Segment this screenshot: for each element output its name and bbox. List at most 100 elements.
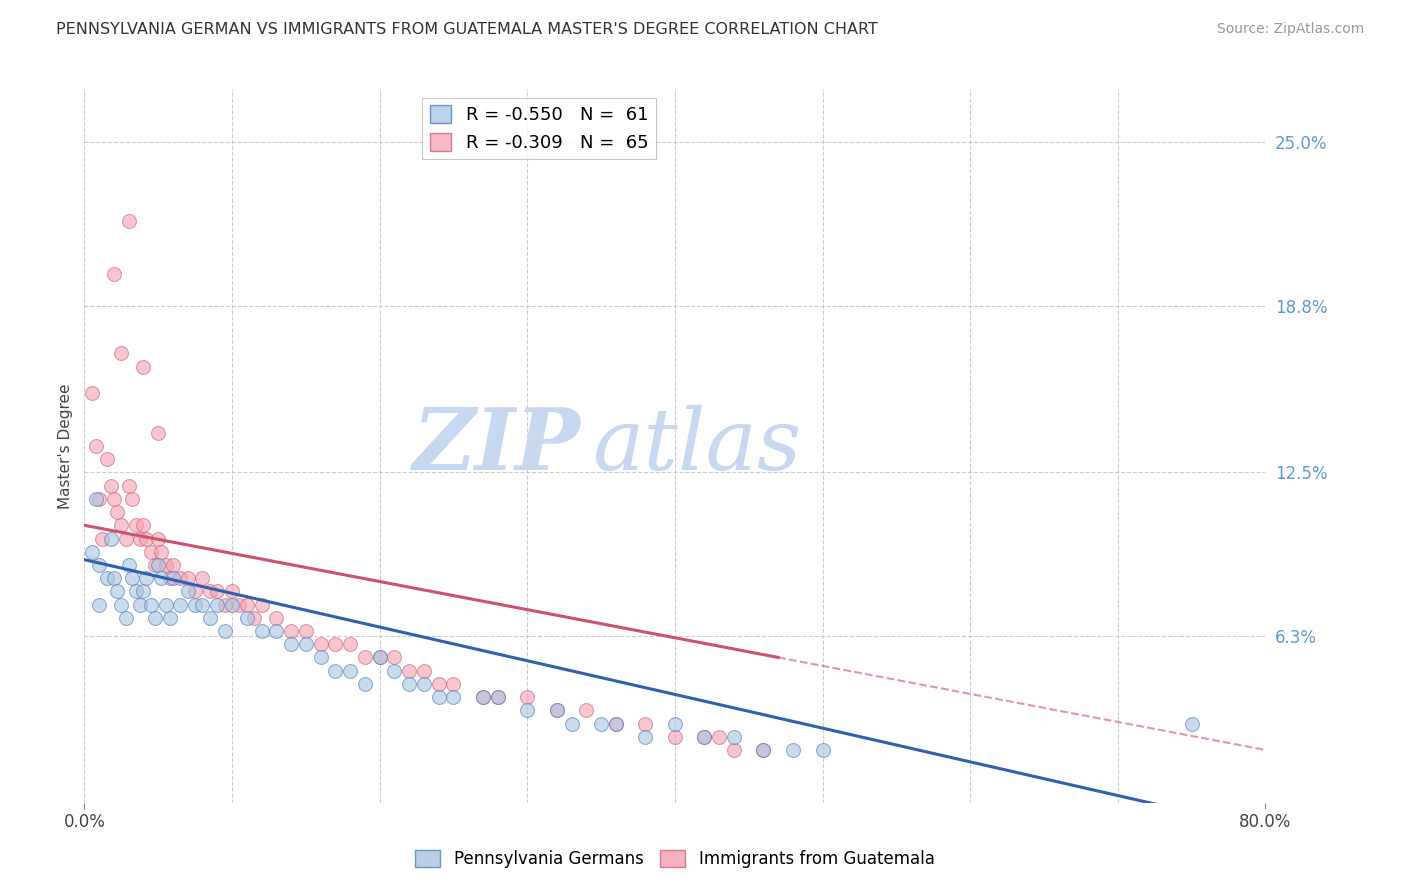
Point (155, 558, 177, 572)
Y-axis label: Master's Degree: Master's Degree (58, 384, 73, 508)
Text: Source: ZipAtlas.com: Source: ZipAtlas.com (1216, 22, 1364, 37)
Point (398, 664, 420, 678)
Point (214, 624, 236, 638)
Point (228, 598, 250, 612)
Point (634, 730, 657, 744)
Point (605, 716, 627, 731)
Point (368, 650, 391, 665)
Point (159, 611, 181, 625)
Point (398, 677, 420, 691)
Point (709, 730, 731, 744)
Point (169, 598, 191, 612)
Point (664, 730, 686, 744)
Point (693, 730, 716, 744)
Point (560, 716, 583, 731)
Text: PENNSYLVANIA GERMAN VS IMMIGRANTS FROM GUATEMALA MASTER'S DEGREE CORRELATION CHA: PENNSYLVANIA GERMAN VS IMMIGRANTS FROM G… (56, 22, 879, 37)
Point (309, 637, 332, 651)
Point (309, 650, 332, 665)
Point (236, 598, 259, 612)
Point (89, 558, 111, 572)
Point (221, 598, 243, 612)
Point (148, 558, 170, 572)
Point (205, 598, 228, 612)
Point (323, 664, 347, 678)
Point (80, 386, 103, 401)
Point (91, 532, 114, 546)
Point (129, 532, 152, 546)
Text: atlas: atlas (592, 405, 801, 487)
Point (250, 598, 273, 612)
Point (191, 571, 214, 585)
Point (184, 584, 207, 599)
Point (236, 611, 259, 625)
Point (441, 677, 464, 691)
Point (110, 346, 132, 360)
Point (121, 491, 143, 506)
Point (723, 743, 745, 757)
Point (264, 611, 288, 625)
Point (132, 518, 155, 533)
Point (693, 730, 716, 744)
Point (96, 452, 118, 467)
Point (118, 478, 141, 492)
Point (100, 478, 122, 492)
Point (413, 664, 436, 678)
Point (486, 690, 509, 704)
Point (280, 637, 302, 651)
Point (575, 703, 598, 717)
Point (354, 677, 377, 691)
Point (110, 598, 132, 612)
Point (118, 558, 141, 572)
Point (782, 743, 804, 757)
Point (546, 703, 568, 717)
Point (169, 571, 191, 585)
Point (811, 743, 834, 757)
Point (214, 598, 236, 612)
Point (427, 677, 450, 691)
Point (323, 637, 347, 651)
Point (114, 611, 136, 625)
Point (427, 690, 450, 704)
Point (243, 611, 266, 625)
Point (723, 730, 745, 744)
Point (103, 491, 125, 506)
Point (354, 650, 377, 665)
Point (752, 743, 775, 757)
Point (486, 690, 509, 704)
Point (129, 598, 152, 612)
Point (472, 690, 495, 704)
Point (139, 545, 162, 559)
Point (382, 650, 406, 665)
Point (605, 716, 627, 731)
Text: ZIP: ZIP (412, 404, 581, 488)
Legend: Pennsylvania Germans, Immigrants from Guatemala: Pennsylvania Germans, Immigrants from Gu… (409, 843, 941, 875)
Point (114, 532, 136, 546)
Point (105, 505, 128, 519)
Point (516, 690, 538, 704)
Point (250, 624, 273, 638)
Point (125, 584, 148, 599)
Point (121, 571, 143, 585)
Point (295, 637, 318, 651)
Point (221, 584, 243, 599)
Point (162, 571, 184, 585)
Point (339, 664, 361, 678)
Point (191, 598, 214, 612)
Point (368, 650, 391, 665)
Point (264, 624, 288, 638)
Point (177, 584, 200, 599)
Point (150, 545, 173, 559)
Point (339, 637, 361, 651)
Point (441, 690, 464, 704)
Legend: R = -0.550   N =  61, R = -0.309   N =  65: R = -0.550 N = 61, R = -0.309 N = 65 (422, 98, 655, 160)
Point (150, 571, 173, 585)
Point (143, 558, 166, 572)
Point (382, 664, 406, 678)
Point (80, 545, 103, 559)
Point (89, 491, 111, 506)
Point (132, 359, 155, 374)
Point (84, 491, 107, 506)
Point (139, 598, 162, 612)
Point (100, 532, 122, 546)
Point (135, 532, 157, 546)
